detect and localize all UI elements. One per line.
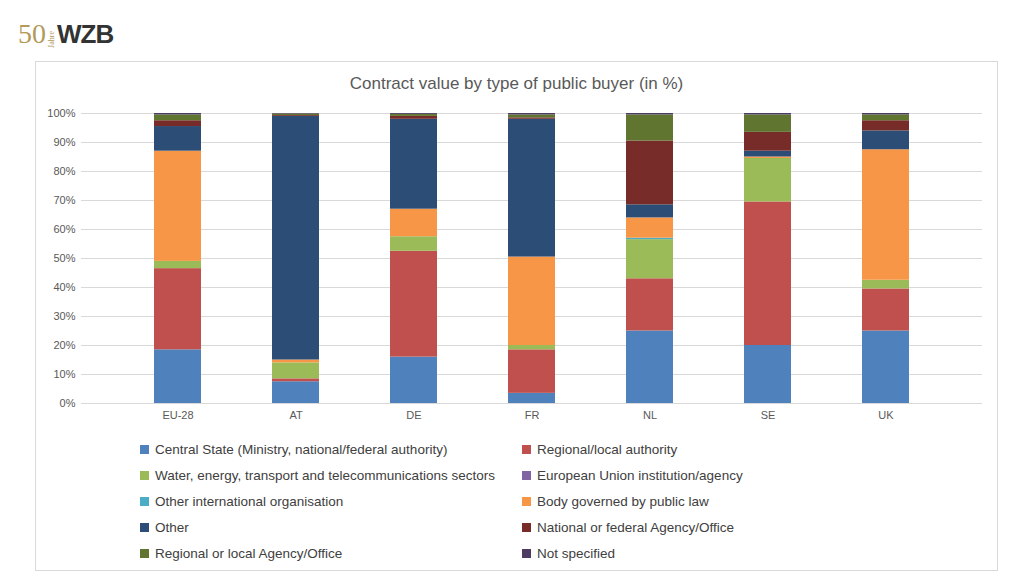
html-text:Contract value by type of publ: Contract value by type of public buyer (…: [349, 74, 684, 93]
svg-text:AT: AT: [289, 409, 303, 421]
svg-text:60%: 60%: [53, 223, 75, 235]
html-text:Regional/local authority: Regional/local authority: [537, 441, 678, 457]
html-text:WZB: WZB: [57, 19, 114, 49]
html-text:Jahre: Jahre: [47, 31, 56, 48]
svg-text:70%: 70%: [53, 194, 75, 206]
svg-text:80%: 80%: [53, 165, 75, 177]
svg-text:40%: 40%: [53, 281, 75, 293]
html-text:Regional or local Agency/Offic: Regional or local Agency/Office: [155, 545, 343, 561]
html-text:European Union institution/age: European Union institution/agency: [537, 467, 743, 483]
svg-text:NL: NL: [643, 409, 657, 421]
html-text:Not specified: Not specified: [537, 545, 615, 561]
html-text:Other: Other: [155, 519, 189, 535]
svg-text:UK: UK: [878, 409, 894, 421]
html-text:Water, energy, transport and t: Water, energy, transport and telecommuni…: [155, 467, 495, 483]
svg-text:20%: 20%: [53, 339, 75, 351]
svg-text:0%: 0%: [60, 397, 76, 409]
svg-text:10%: 10%: [53, 368, 75, 380]
svg-text:30%: 30%: [53, 310, 75, 322]
html-text:Body governed by public law: Body governed by public law: [537, 493, 709, 509]
html-text:50: 50: [18, 18, 46, 49]
html-text:National or federal Agency/Off: National or federal Agency/Office: [537, 519, 735, 535]
svg-text:DE: DE: [406, 409, 421, 421]
svg-text:90%: 90%: [53, 136, 75, 148]
svg-text:SE: SE: [761, 409, 776, 421]
svg-text:50%: 50%: [53, 252, 75, 264]
html-text:Other international organisati: Other international organisation: [155, 493, 344, 509]
svg-text:FR: FR: [525, 409, 540, 421]
html-text:Central State (Ministry, natio: Central State (Ministry, national/federa…: [155, 441, 448, 457]
svg-text:EU-28: EU-28: [162, 409, 193, 421]
svg-text:100%: 100%: [47, 107, 75, 119]
